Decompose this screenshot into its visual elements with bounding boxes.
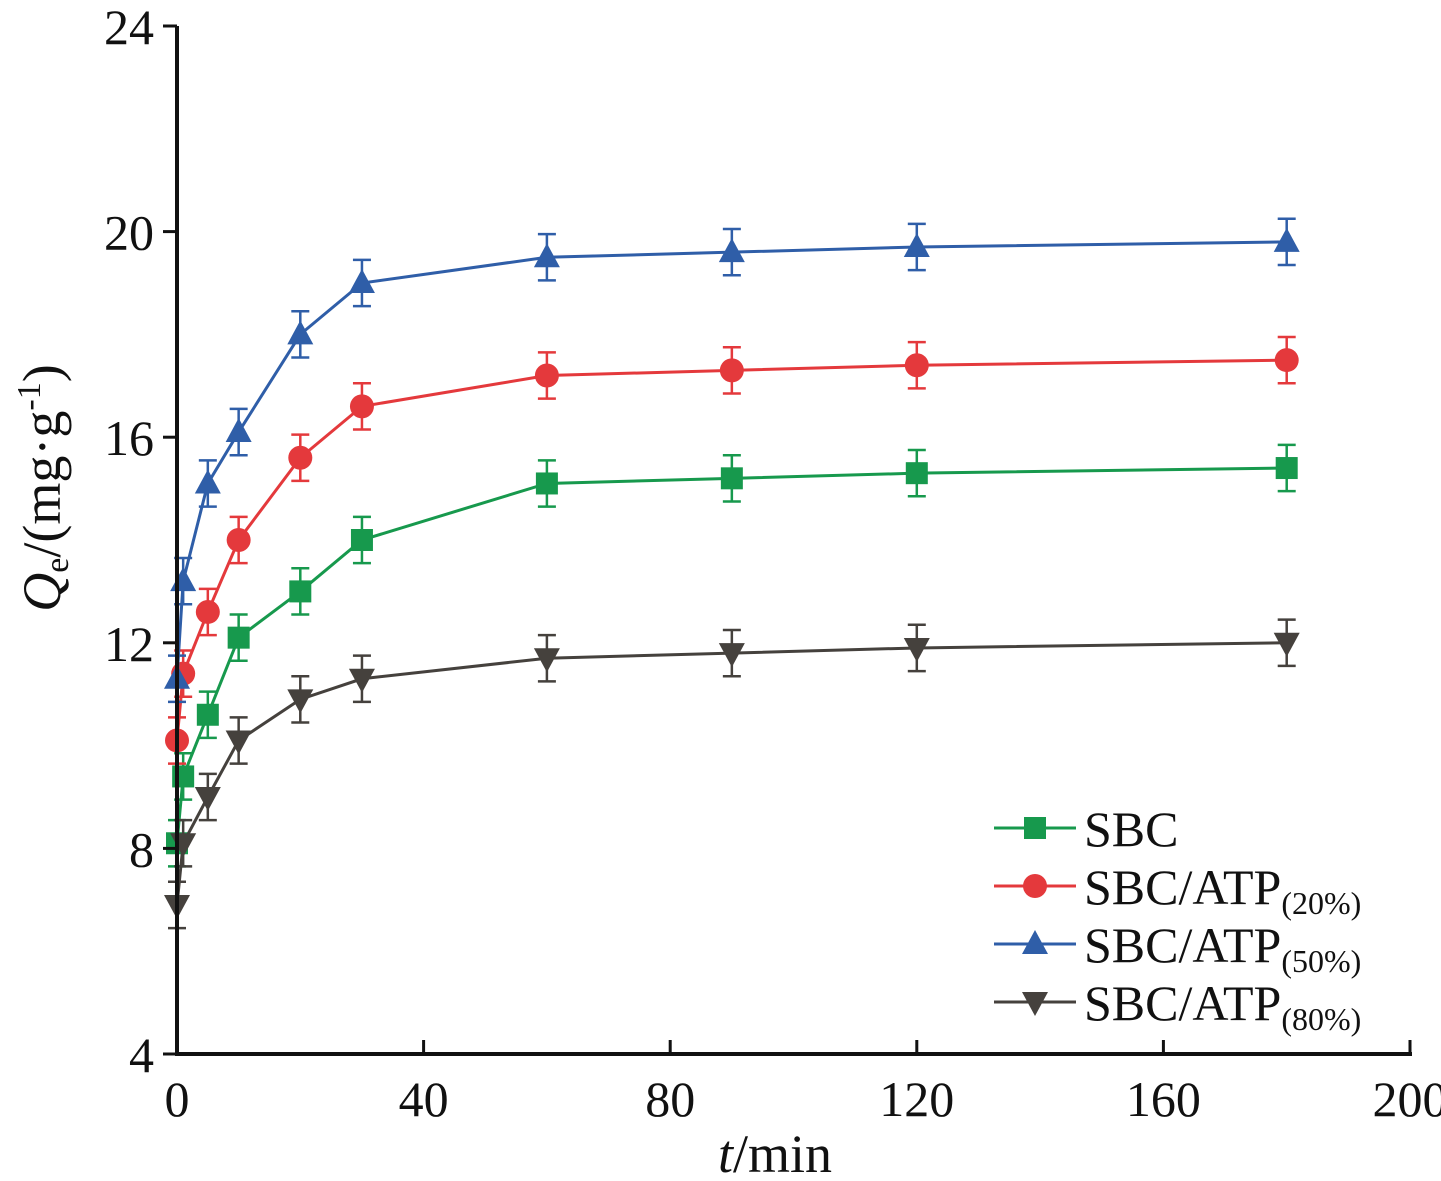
legend-label-name: SBC/ATP	[1084, 859, 1281, 915]
data-point-triangle-up	[194, 469, 221, 494]
y-axis-title: Qe/(mg·g-1)	[11, 364, 76, 611]
axes	[175, 26, 1412, 1056]
data-point-triangle-up	[718, 238, 745, 263]
y-tick-label: 16	[104, 410, 154, 466]
legend-label: SBC	[1084, 801, 1179, 857]
data-point-square	[196, 703, 219, 726]
data-point-triangle-up	[287, 320, 314, 345]
y-axis-title-unit: /(mg·g	[12, 411, 72, 558]
data-point-circle	[349, 394, 374, 419]
y-tick-label: 20	[104, 205, 154, 261]
y-tick-label: 8	[129, 821, 154, 877]
data-point-triangle-down	[348, 668, 375, 693]
data-point-triangle-down	[194, 787, 221, 811]
series-line	[175, 641, 1287, 906]
x-tick-label: 0	[165, 1071, 190, 1127]
data-point-circle	[226, 528, 251, 552]
data-point-triangle-down	[903, 637, 930, 662]
legend-label: SBC/ATP(20%)	[1084, 859, 1361, 921]
legend-label-subscript: (50%)	[1281, 943, 1361, 979]
series-line	[175, 358, 1287, 741]
x-tick-label: 120	[879, 1071, 954, 1127]
legend-label: SBC/ATP(50%)	[1084, 917, 1361, 979]
data-point-square	[289, 580, 312, 603]
x-tick-label: 80	[645, 1071, 695, 1127]
series-3	[164, 217, 1300, 704]
data-point-circle	[1023, 874, 1047, 898]
data-point-square	[227, 626, 250, 649]
legend-label-subscript: (20%)	[1281, 885, 1361, 921]
data-point-triangle-down	[533, 648, 560, 673]
data-point-circle	[1274, 348, 1299, 373]
data-point-square	[1024, 817, 1046, 839]
data-point-triangle-down	[225, 730, 252, 755]
data-point-square	[720, 467, 743, 490]
legend-item-2: SBC/ATP(20%)	[994, 859, 1361, 921]
data-point-triangle-up	[170, 567, 197, 592]
data-point-triangle-down	[1273, 632, 1300, 657]
data-point-triangle-up	[1022, 930, 1048, 954]
data-point-triangle-down	[287, 689, 314, 714]
data-point-square	[905, 462, 928, 485]
y-axis-title-italic: Q	[12, 573, 72, 612]
data-point-circle	[288, 445, 313, 470]
data-point-triangle-down	[718, 643, 745, 668]
data-point-triangle-up	[225, 418, 252, 443]
x-axis-title-italic: t	[718, 1124, 735, 1181]
data-point-triangle-down	[1022, 992, 1048, 1016]
series-2	[165, 335, 1299, 765]
data-point-triangle-up	[533, 243, 560, 268]
series-line	[175, 466, 1287, 844]
legend-label-name: SBC/ATP	[1084, 917, 1281, 973]
y-axis-title-close: )	[12, 364, 72, 382]
data-point-square	[535, 472, 558, 495]
x-axis-title: t/min	[718, 1124, 832, 1181]
data-point-circle	[534, 363, 559, 388]
y-axis-title-superscript: -1	[11, 382, 48, 410]
legend-item-4: SBC/ATP(80%)	[994, 975, 1361, 1037]
data-point-circle	[195, 599, 220, 624]
ticks: 0 40 80 120 160 200 4 8 12 16 20 24	[104, 0, 1441, 1127]
legend-label: SBC/ATP(80%)	[1084, 975, 1361, 1037]
data-point-triangle-up	[348, 269, 375, 293]
legend-label-name: SBC	[1084, 801, 1179, 857]
x-axis-title-unit: /min	[733, 1124, 832, 1181]
data-point-circle	[719, 358, 744, 383]
y-axis-title-subscript: e	[39, 558, 76, 573]
data-point-circle	[904, 353, 929, 378]
y-tick-label: 24	[104, 0, 154, 55]
legend-item-1: SBC	[994, 801, 1179, 857]
legend-item-3: SBC/ATP(50%)	[994, 917, 1361, 979]
data-point-triangle-up	[903, 233, 930, 258]
legend-label-name: SBC/ATP	[1084, 975, 1281, 1031]
y-tick-label: 4	[129, 1027, 154, 1083]
x-tick-label: 200	[1373, 1071, 1441, 1127]
data-point-square	[1275, 457, 1298, 480]
data-point-triangle-up	[1273, 227, 1300, 252]
data-point-square	[350, 529, 373, 551]
series-line	[175, 240, 1287, 679]
x-tick-label: 160	[1126, 1071, 1201, 1127]
legend-label-subscript: (80%)	[1281, 1001, 1361, 1037]
y-tick-label: 12	[104, 616, 154, 672]
x-tick-label: 40	[399, 1071, 449, 1127]
